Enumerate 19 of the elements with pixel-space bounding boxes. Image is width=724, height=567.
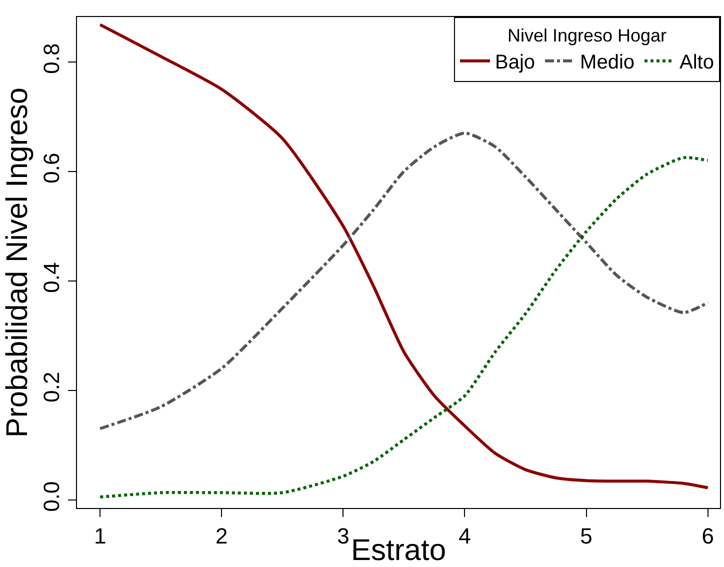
- x-axis-title: Estrato: [350, 534, 446, 567]
- y-tick-label: 0.2: [39, 372, 64, 402]
- y-tick-label: 0.8: [39, 43, 64, 74]
- line-series: [98, 156, 710, 499]
- x-tick-label: 1: [94, 523, 106, 548]
- y-tick-label: 0.4: [39, 262, 64, 293]
- x-tick-label: 6: [702, 523, 714, 548]
- legend-label: Medio: [580, 52, 635, 74]
- legend-label: Bajo: [495, 52, 536, 74]
- x-tick-label: 5: [580, 523, 592, 548]
- y-tick-label: 0.0: [39, 481, 64, 512]
- legend-label: Alto: [680, 52, 714, 74]
- y-axis-title: Probabilidad Nivel Ingreso: [1, 87, 34, 438]
- line-series: [98, 132, 710, 430]
- x-tick-label: 3: [337, 523, 350, 548]
- x-tick-label: 4: [458, 523, 471, 548]
- y-tick-label: 0.6: [39, 152, 64, 184]
- legend-title: Nivel Ingreso Hogar: [507, 25, 667, 46]
- x-tick-label: 2: [216, 523, 228, 548]
